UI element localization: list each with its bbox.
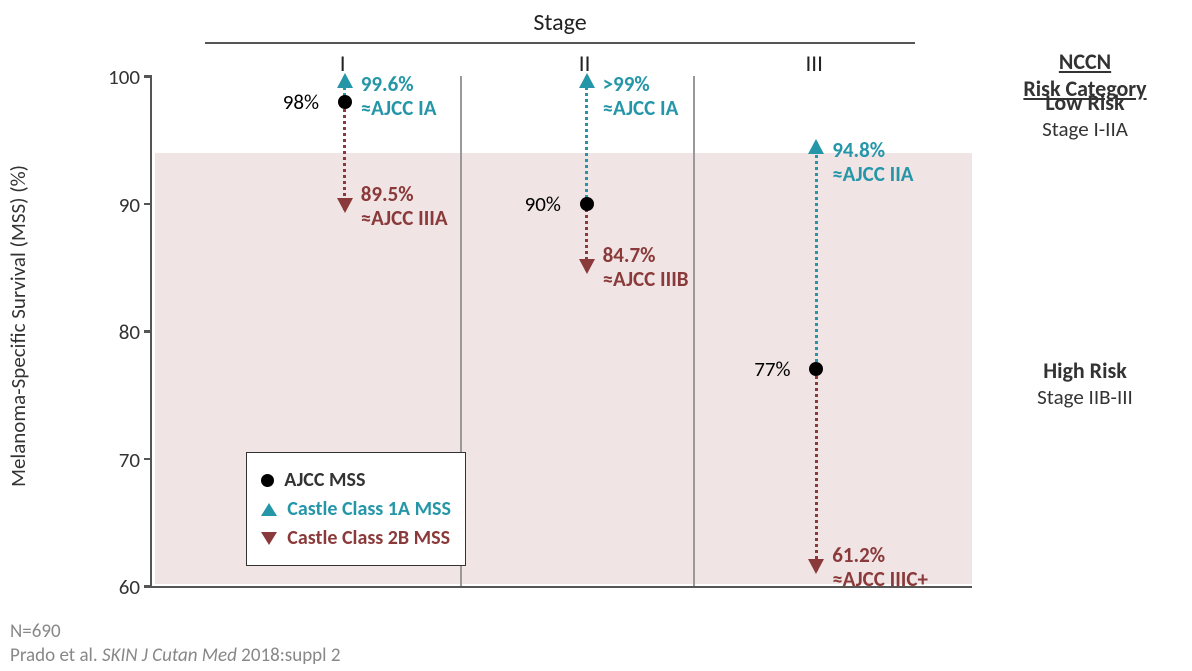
triangle-up-icon xyxy=(579,73,595,88)
ajcc-dot-label: 77% xyxy=(754,357,790,381)
y-tick xyxy=(144,203,152,206)
high-risk-sub: Stage IIB-III xyxy=(1000,384,1170,410)
down-label: 89.5%≈AJCC IIIA xyxy=(361,182,448,230)
ajcc-dot xyxy=(338,95,352,109)
triangle-up-icon xyxy=(808,139,824,154)
high-risk-label: High RiskStage IIB-III xyxy=(1000,357,1170,410)
high-risk-title: High Risk xyxy=(1000,357,1170,384)
plot-area: 99.6%≈AJCC IA89.5%≈AJCC IIIA98%>99%≈AJCC… xyxy=(150,76,972,588)
stage-title-rule xyxy=(205,42,915,44)
legend-row: Castle Class 1A MSS xyxy=(261,497,451,521)
y-tick-label: 90 xyxy=(80,192,140,218)
ajcc-dot-label: 98% xyxy=(283,90,319,114)
legend-row: Castle Class 2B MSS xyxy=(261,526,451,550)
y-tick-label: 60 xyxy=(80,574,140,600)
stage-header: III xyxy=(794,50,834,78)
low-risk-sub: Stage I-IIA xyxy=(1000,116,1170,142)
y-tick xyxy=(144,458,152,461)
y-tick xyxy=(144,585,152,588)
legend: AJCC MSS Castle Class 1A MSS Castle Class … xyxy=(246,452,466,566)
up-label: 99.6%≈AJCC IA xyxy=(361,72,437,120)
ajcc-dot-label: 90% xyxy=(525,192,561,216)
stage-title: Stage xyxy=(150,8,970,37)
ajcc-dot xyxy=(580,197,594,211)
y-tick-label: 70 xyxy=(80,447,140,473)
triangle-down-icon xyxy=(808,559,824,574)
triangle-down-icon xyxy=(337,198,353,213)
triangle-down-icon xyxy=(261,532,277,545)
low-risk-label: Low RiskStage I-IIA xyxy=(1000,89,1170,142)
triangle-up-icon xyxy=(261,503,277,516)
up-label: 94.8%≈AJCC IIA xyxy=(832,138,913,186)
triangle-down-icon xyxy=(579,259,595,274)
down-label: 61.2%≈AJCC IIIC+ xyxy=(832,543,928,591)
chart-root: Melanoma-Specific Survival (MSS) (%) Sta… xyxy=(0,0,1192,671)
legend-row: AJCC MSS xyxy=(261,468,451,492)
footnote-n: N=690 xyxy=(10,620,61,643)
y-axis-label: Melanoma-Specific Survival (MSS) (%) xyxy=(6,56,30,596)
y-tick xyxy=(144,330,152,333)
y-tick-label: 80 xyxy=(80,319,140,345)
footnote-citation: Prado et al. SKIN J Cutan Med 2018:suppl… xyxy=(10,644,340,667)
ajcc-dot xyxy=(809,362,823,376)
up-label: >99%≈AJCC IA xyxy=(603,72,679,120)
stage-divider xyxy=(693,76,695,586)
triangle-up-icon xyxy=(337,73,353,88)
y-tick-label: 100 xyxy=(80,64,140,90)
down-label: 84.7%≈AJCC IIIB xyxy=(603,243,689,291)
low-risk-title: Low Risk xyxy=(1000,89,1170,116)
y-tick xyxy=(144,75,152,78)
dot-icon xyxy=(261,474,274,487)
